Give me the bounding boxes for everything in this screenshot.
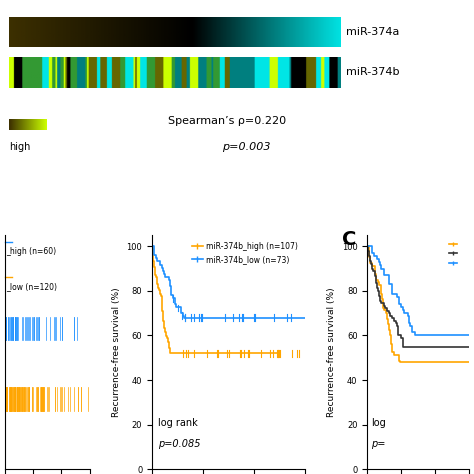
Text: _low (n=120): _low (n=120) xyxy=(7,282,57,291)
Legend: miR-374b_high (n=107), miR-374b_low (n=73): miR-374b_high (n=107), miR-374b_low (n=7… xyxy=(189,239,301,267)
Y-axis label: Recurrence-free survival (%): Recurrence-free survival (%) xyxy=(327,287,336,417)
Text: _high (n=60): _high (n=60) xyxy=(7,247,56,256)
Text: log: log xyxy=(371,418,386,428)
Text: miR-374b: miR-374b xyxy=(346,67,400,77)
Text: p=0.085: p=0.085 xyxy=(158,439,201,449)
Text: Spearman’s ρ=0.220: Spearman’s ρ=0.220 xyxy=(168,116,287,126)
Text: high: high xyxy=(9,142,31,152)
Text: C: C xyxy=(342,230,356,249)
Legend: , , : , , xyxy=(447,238,466,269)
Text: miR-374a: miR-374a xyxy=(346,27,400,37)
Text: p=: p= xyxy=(371,439,386,449)
Text: p=0.003: p=0.003 xyxy=(222,142,271,152)
Y-axis label: Recurrence-free survival (%): Recurrence-free survival (%) xyxy=(112,287,121,417)
Text: log rank: log rank xyxy=(158,418,198,428)
